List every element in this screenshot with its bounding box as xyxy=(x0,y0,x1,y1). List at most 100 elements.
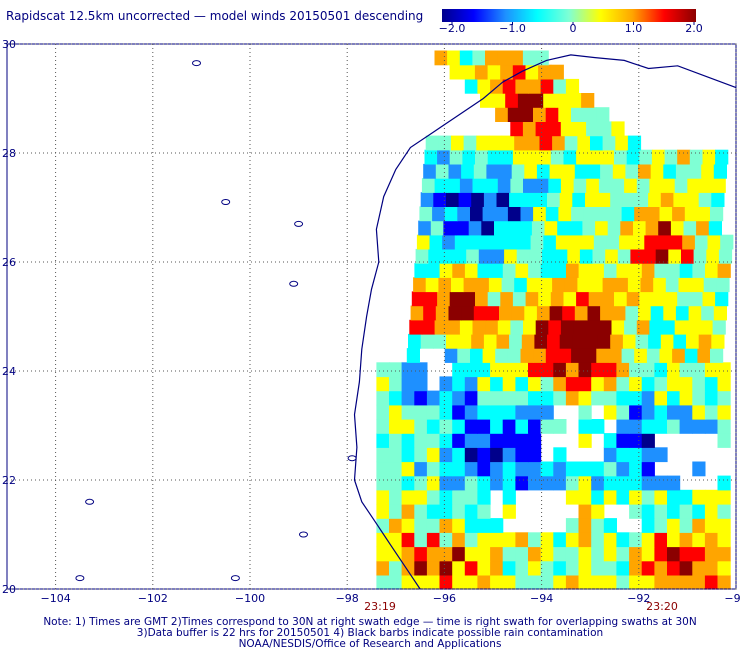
swath-cell xyxy=(616,461,630,477)
swath-cell xyxy=(648,333,662,349)
swath-cell xyxy=(565,560,580,576)
swath-cell xyxy=(452,433,466,448)
swath-cell xyxy=(720,234,734,250)
swath-cell xyxy=(490,447,504,463)
swath-cell xyxy=(454,234,468,250)
swath-cell xyxy=(602,135,616,151)
swath-cell xyxy=(474,64,489,80)
figure-title: Rapidscat 12.5km uncorrected — model win… xyxy=(6,9,423,23)
swath-cell xyxy=(555,234,570,250)
swath-cell xyxy=(645,220,659,236)
swath-cell xyxy=(571,107,585,122)
swath-cell xyxy=(524,305,538,321)
swath-cell xyxy=(649,178,663,193)
swath-cell xyxy=(654,475,668,491)
swath-cell xyxy=(616,489,630,505)
swath-cell xyxy=(515,419,529,434)
swath-cell xyxy=(477,532,491,548)
swath-cell xyxy=(629,419,643,434)
swath-cell xyxy=(389,404,403,420)
swath-cell xyxy=(452,532,466,548)
swath-cell xyxy=(646,206,661,222)
swath-cell xyxy=(625,305,639,321)
swath-cell xyxy=(679,419,693,434)
swath-cell xyxy=(389,574,403,590)
swath-cell xyxy=(581,234,595,250)
swath-cell xyxy=(614,149,628,165)
swath-cell xyxy=(681,248,695,264)
swath-cell xyxy=(603,390,617,406)
swath-cell xyxy=(502,489,516,505)
swath-cell xyxy=(717,518,731,533)
swath-cell xyxy=(644,234,658,250)
colorbar-tick-label: 0 xyxy=(570,22,577,35)
swath-cell xyxy=(579,248,594,264)
swath-cell xyxy=(667,546,681,562)
swath-cell xyxy=(440,248,455,264)
swath-cell xyxy=(376,390,390,406)
swath-cell xyxy=(426,390,441,406)
swath-cell xyxy=(490,419,504,434)
swath-cell xyxy=(502,475,516,491)
latitude-tick-label: 24 xyxy=(2,365,16,378)
swath-cell xyxy=(629,546,643,562)
swath-cell xyxy=(490,404,504,420)
swath-cell xyxy=(502,404,516,420)
swath-cell xyxy=(464,404,478,420)
swath-cell xyxy=(545,107,559,122)
swath-cell xyxy=(565,362,580,378)
swath-cell xyxy=(376,504,390,519)
swath-cell xyxy=(490,532,504,548)
swath-cell xyxy=(571,206,585,222)
swath-cell xyxy=(477,419,491,434)
swath-cell xyxy=(521,192,535,207)
swath-cell xyxy=(660,192,674,207)
swath-cell xyxy=(528,419,542,434)
swath-cell xyxy=(554,248,568,264)
swath-cell xyxy=(414,362,428,378)
swath-cell xyxy=(511,305,525,321)
swath-cell xyxy=(585,192,599,207)
swath-cell xyxy=(435,163,449,179)
swath-cell xyxy=(625,163,639,179)
swath-cell xyxy=(550,64,564,80)
colorbar-tick-label: −2.0 xyxy=(439,22,466,35)
swath-cell xyxy=(473,305,487,321)
swath-cell xyxy=(593,234,607,250)
swath-cell xyxy=(654,504,668,519)
swath-cell xyxy=(605,248,619,264)
swath-cell xyxy=(641,433,655,448)
swath-cell xyxy=(496,333,510,349)
swath-cell xyxy=(502,376,516,392)
swath-cell xyxy=(426,404,441,420)
swath-cell xyxy=(603,475,617,491)
swath-cell xyxy=(433,333,447,349)
swath-cell xyxy=(521,333,535,349)
swath-cell xyxy=(424,149,438,165)
swath-cell xyxy=(679,489,693,505)
swath-cell xyxy=(464,433,478,448)
swath-cell xyxy=(487,291,501,307)
swath-cell xyxy=(603,447,617,463)
swath-cell xyxy=(401,532,415,548)
swath-cell xyxy=(490,461,504,477)
swath-cell xyxy=(444,206,458,222)
swath-cell xyxy=(486,305,500,321)
swath-cell xyxy=(477,461,491,477)
swath-cell xyxy=(548,178,562,193)
swath-cell xyxy=(488,277,503,293)
swath-cell xyxy=(596,107,610,122)
swath-cell xyxy=(511,163,525,179)
swath-cell xyxy=(545,348,559,363)
swath-cell xyxy=(629,433,643,448)
swath-cell xyxy=(401,574,415,590)
swath-cell xyxy=(530,93,544,108)
swath-cell xyxy=(667,404,681,420)
swath-cell xyxy=(414,504,428,519)
swath-cell xyxy=(464,518,478,533)
inland-lake-outline xyxy=(294,220,304,227)
swath-cell xyxy=(657,234,671,250)
swath-cell xyxy=(515,404,529,420)
swath-cell xyxy=(612,305,626,321)
swath-cell xyxy=(591,263,605,278)
